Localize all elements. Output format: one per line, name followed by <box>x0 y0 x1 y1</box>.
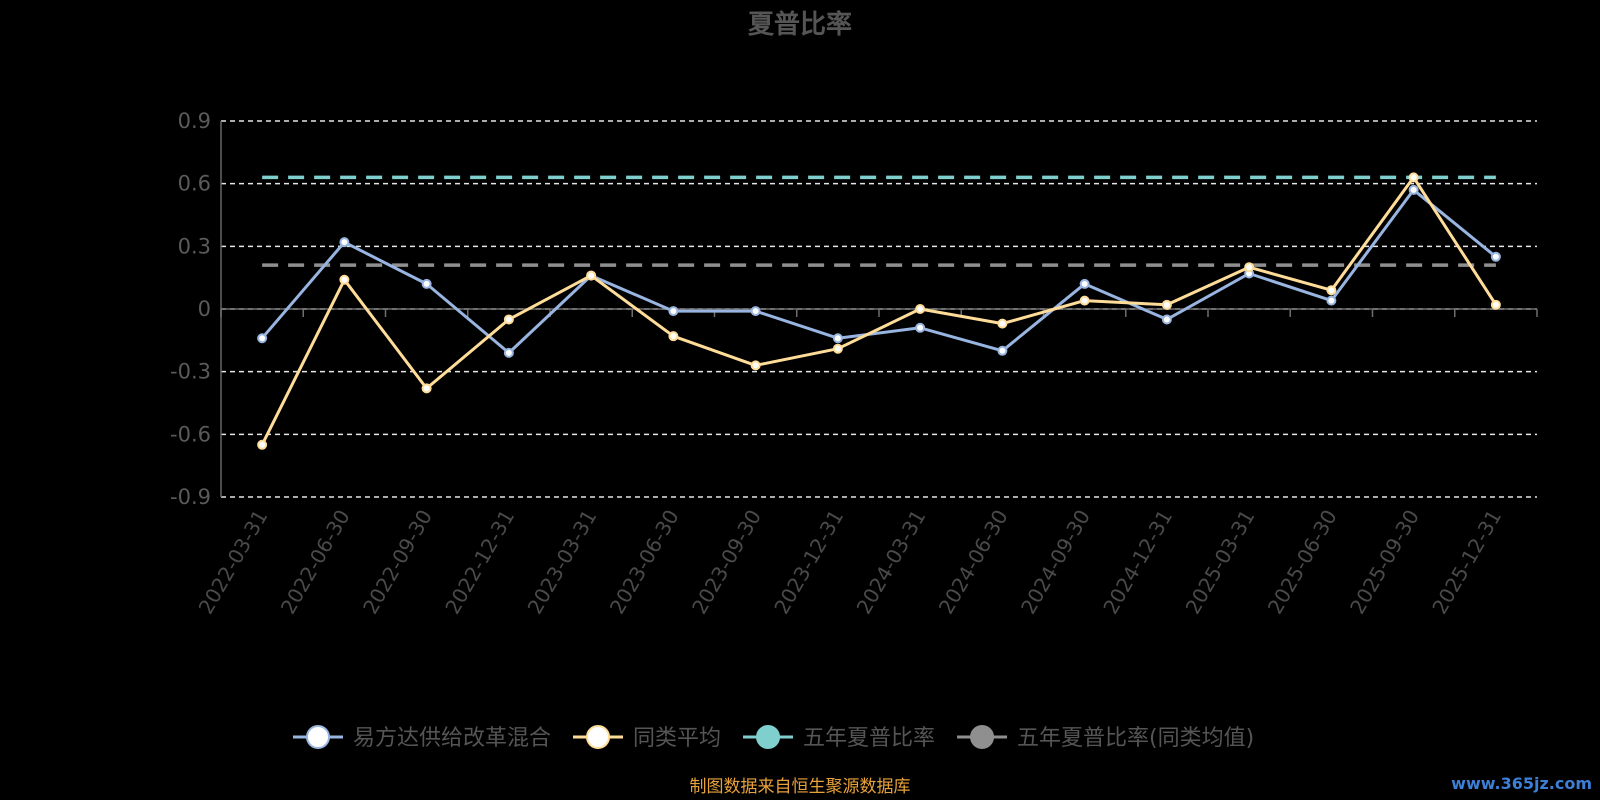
data-point[interactable] <box>421 383 432 394</box>
data-point[interactable] <box>997 345 1008 356</box>
data-point[interactable] <box>257 439 268 450</box>
x-tick-label: 2025-12-31 <box>1427 506 1506 619</box>
data-point[interactable] <box>1408 172 1419 183</box>
series-lines <box>257 172 1501 450</box>
series-group <box>257 184 1501 358</box>
legend-label: 五年夏普比率(同类均值) <box>1017 726 1254 751</box>
legend-item[interactable]: 五年夏普比率 <box>743 725 935 751</box>
data-point[interactable] <box>503 347 514 358</box>
x-tick-label: 2024-12-31 <box>1098 506 1177 619</box>
legend-swatch-marker <box>970 725 995 749</box>
x-tick-label: 2022-06-30 <box>276 506 355 619</box>
data-point[interactable] <box>1161 314 1172 325</box>
data-point[interactable] <box>1244 262 1255 273</box>
data-point[interactable] <box>1326 285 1337 296</box>
y-tick-label: -0.3 <box>170 360 211 384</box>
data-point[interactable] <box>1326 295 1337 306</box>
y-tick-label: 0.9 <box>178 109 211 133</box>
x-tick-label: 2025-06-30 <box>1263 506 1342 619</box>
data-point[interactable] <box>421 278 432 289</box>
data-point[interactable] <box>1408 184 1419 195</box>
data-point[interactable] <box>1079 278 1090 289</box>
data-point[interactable] <box>1490 251 1501 262</box>
y-axis-ticks: 0.9 0.6 0.3 0 -0.3 -0.6 -0.9 <box>170 109 211 509</box>
chart-title: 夏普比率 <box>748 9 852 40</box>
legend-swatch-marker <box>306 725 330 749</box>
x-tick-label: 2022-09-30 <box>358 506 437 619</box>
y-tick-label: 0 <box>198 297 211 321</box>
y-tick-label: 0.6 <box>178 172 211 196</box>
data-point[interactable] <box>1161 299 1172 310</box>
legend-item[interactable]: 五年夏普比率(同类均值) <box>957 725 1254 751</box>
legend-label: 五年夏普比率 <box>803 726 935 751</box>
data-point[interactable] <box>832 333 843 344</box>
x-tick-label: 2025-09-30 <box>1345 506 1424 619</box>
series-line <box>260 188 1497 355</box>
data-point[interactable] <box>668 306 679 317</box>
source-note: 制图数据来自恒生聚源数据库 <box>690 777 911 797</box>
series-group <box>257 172 1501 450</box>
legend-label: 同类平均 <box>633 726 721 751</box>
series-line <box>260 175 1498 446</box>
x-tick-label: 2023-03-31 <box>523 506 602 619</box>
legend-label: 易方达供给改革混合 <box>353 726 551 751</box>
legend-swatch-marker <box>756 725 781 749</box>
x-tick-label: 2022-12-31 <box>440 506 519 619</box>
data-point[interactable] <box>339 274 350 285</box>
data-point[interactable] <box>503 314 514 325</box>
data-point[interactable] <box>750 360 761 371</box>
watermark: www.365jz.com <box>1451 774 1592 793</box>
legend-swatch-marker <box>586 725 611 749</box>
data-point[interactable] <box>915 304 926 314</box>
data-point[interactable] <box>915 322 926 333</box>
data-point[interactable] <box>1490 299 1501 310</box>
data-point[interactable] <box>586 270 597 281</box>
legend[interactable]: 易方达供给改革混合 同类平均 五年夏普比率 五年夏普比率(同类均值) <box>293 725 1254 751</box>
y-tick-label: 0.3 <box>178 234 211 258</box>
x-axis-ticks: 2022-03-31 2022-06-30 2022-09-30 2022-12-31… <box>194 506 1507 619</box>
x-tick-label: 2023-06-30 <box>605 506 684 619</box>
y-tick-label: -0.9 <box>170 485 211 509</box>
x-tick-label: 2024-06-30 <box>934 506 1013 619</box>
legend-item[interactable]: 易方达供给改革混合 <box>293 725 551 751</box>
data-point[interactable] <box>668 331 679 342</box>
data-point[interactable] <box>997 318 1008 329</box>
data-point[interactable] <box>832 343 843 354</box>
x-tick-label: 2022-03-31 <box>194 506 273 619</box>
x-tick-label: 2024-03-31 <box>852 506 931 619</box>
data-point[interactable] <box>339 237 350 248</box>
x-tick-label: 2025-03-31 <box>1181 506 1260 619</box>
reference-lines <box>262 175 1496 267</box>
x-tick-label: 2024-09-30 <box>1016 506 1095 619</box>
data-point[interactable] <box>257 333 268 344</box>
data-point[interactable] <box>1079 295 1090 306</box>
legend-item[interactable]: 同类平均 <box>573 725 721 751</box>
x-tick-label: 2023-12-31 <box>769 506 848 619</box>
y-tick-label: -0.6 <box>170 422 211 446</box>
data-point[interactable] <box>750 306 761 317</box>
x-tick-label: 2023-09-30 <box>687 506 766 619</box>
